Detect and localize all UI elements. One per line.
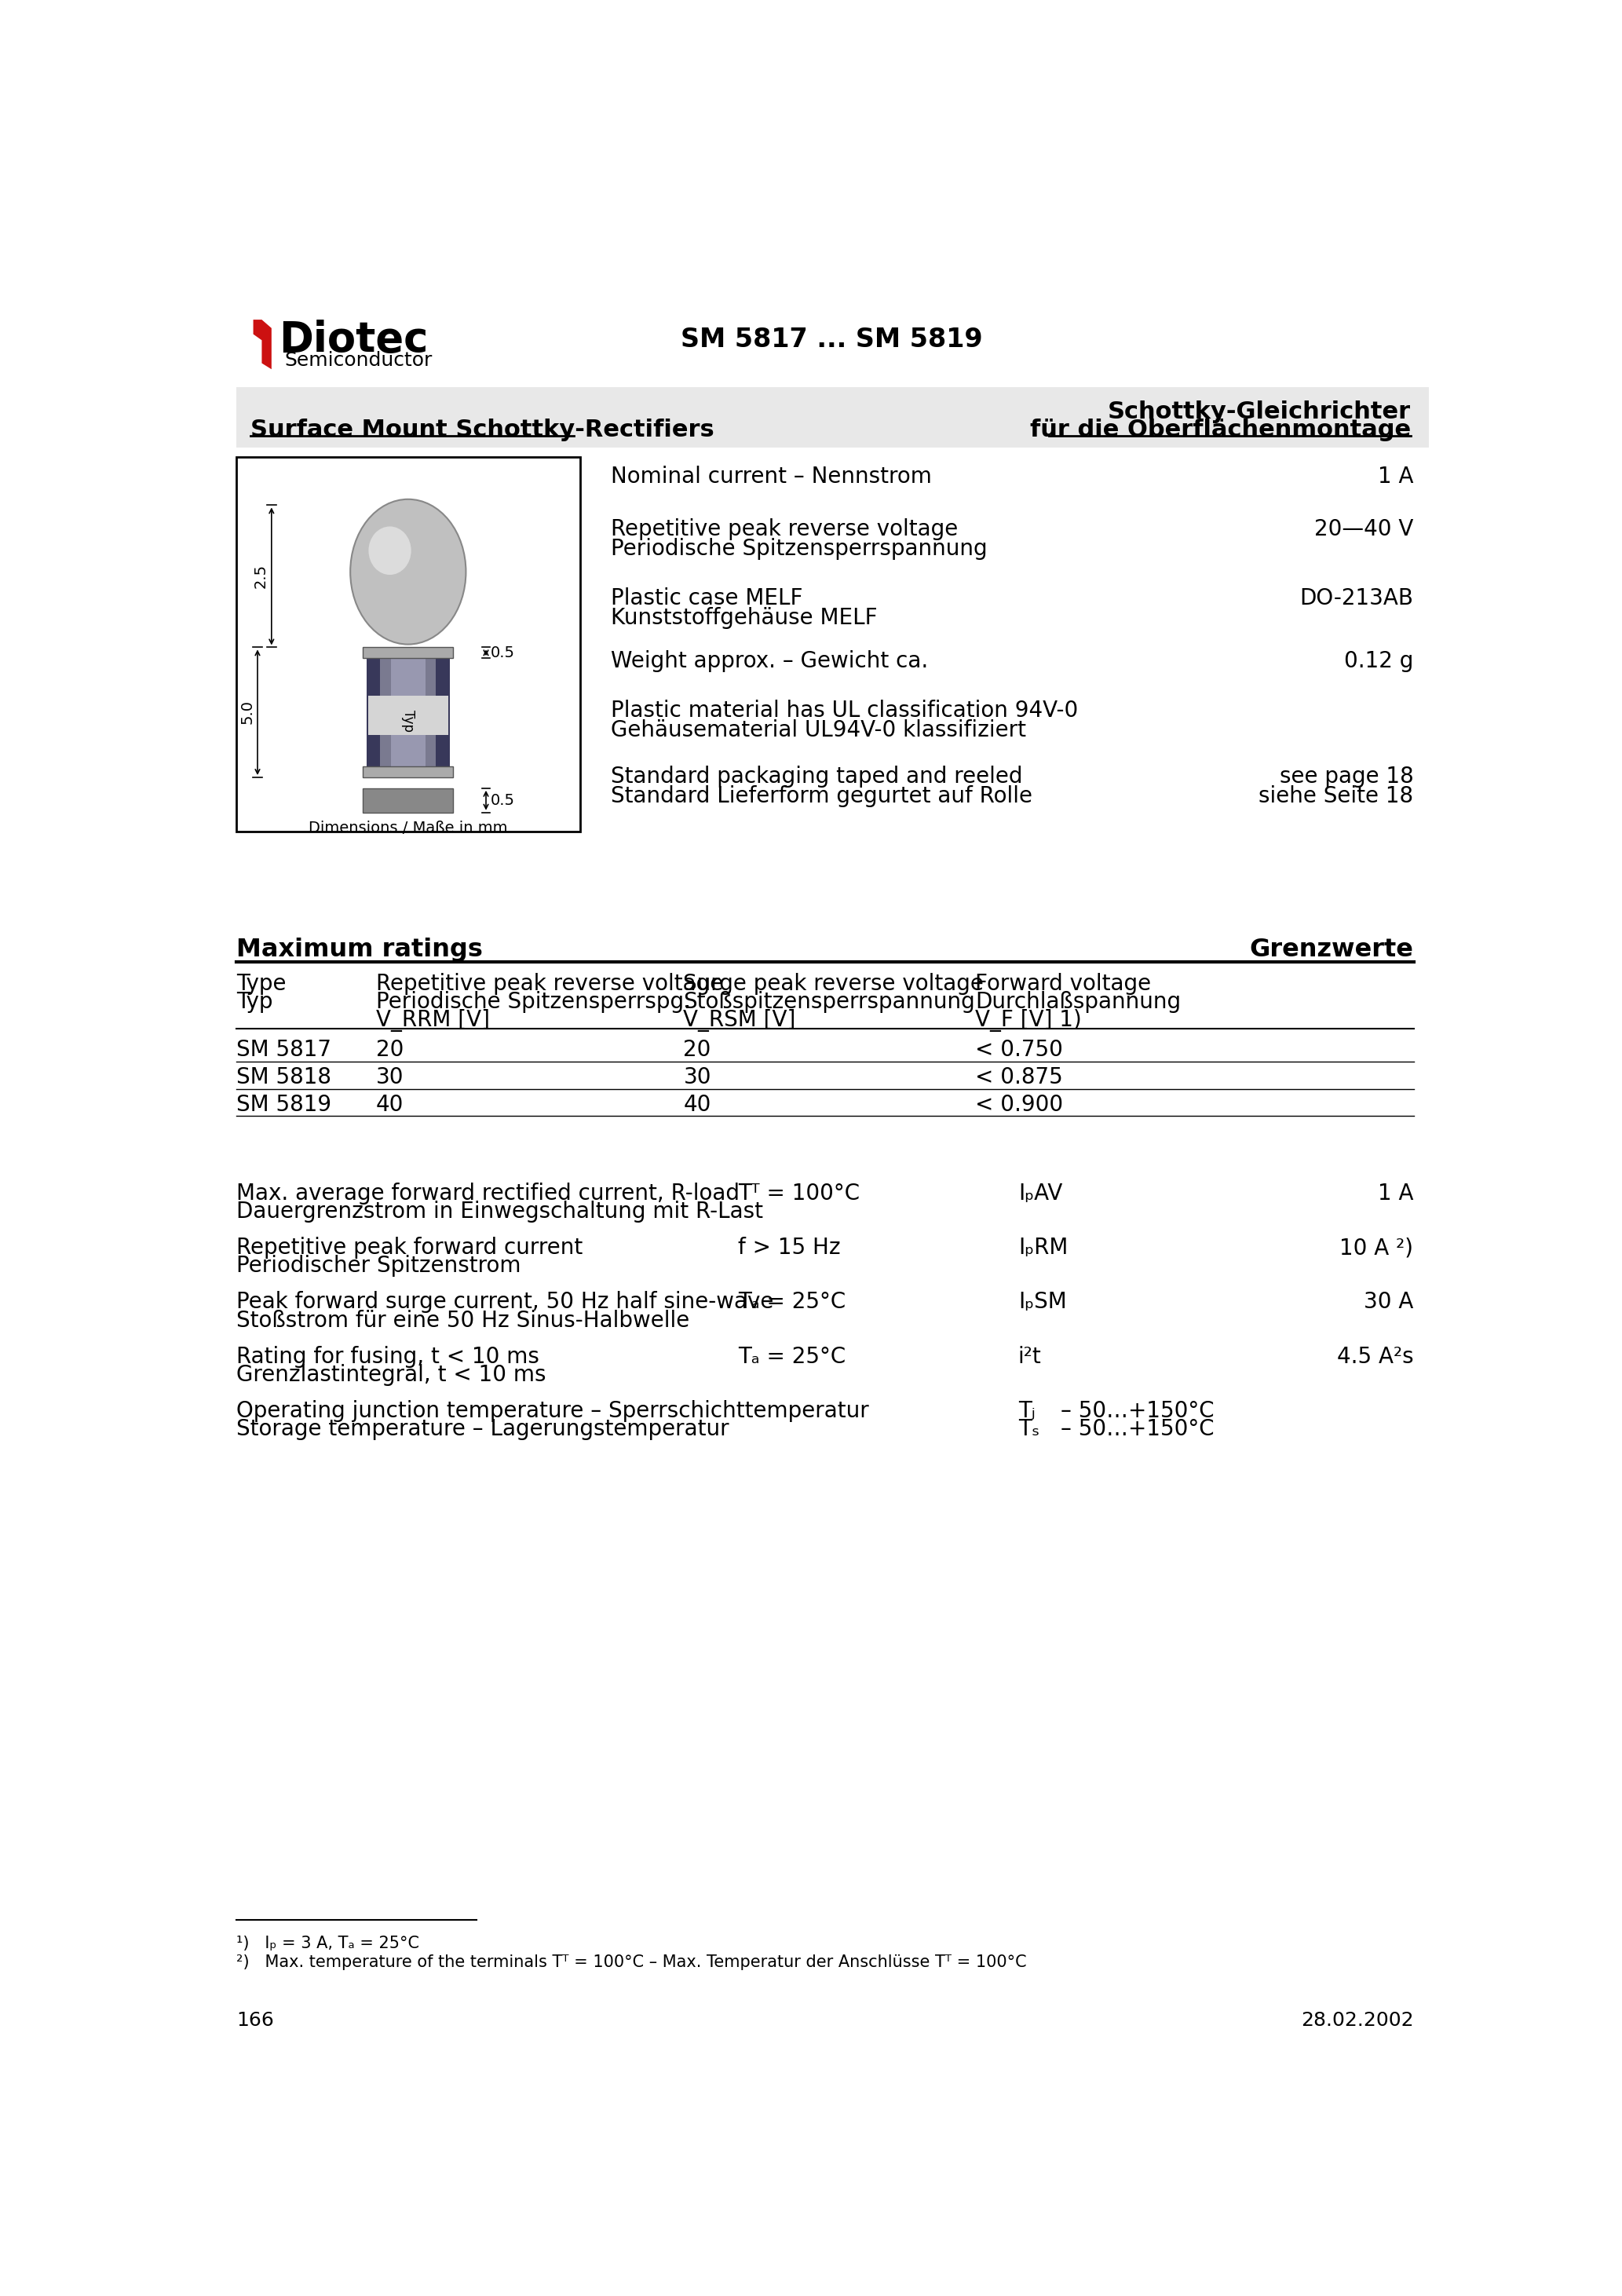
Polygon shape — [253, 319, 271, 370]
Text: Dimensions / Maße in mm: Dimensions / Maße in mm — [308, 822, 508, 836]
Text: 166: 166 — [237, 2011, 274, 2030]
Text: Repetitive peak reverse voltage: Repetitive peak reverse voltage — [376, 974, 723, 994]
Text: 4.5 A²s: 4.5 A²s — [1337, 1345, 1413, 1368]
Text: SM 5817 ... SM 5819: SM 5817 ... SM 5819 — [680, 326, 983, 354]
Text: 1 A: 1 A — [1377, 1182, 1413, 1205]
Text: Tₛ: Tₛ — [1019, 1419, 1040, 1440]
Text: IₚSM: IₚSM — [1019, 1290, 1067, 1313]
Ellipse shape — [350, 498, 466, 645]
Text: Weight approx. – Gewicht ca.: Weight approx. – Gewicht ca. — [610, 650, 928, 673]
Text: V_RRM [V]: V_RRM [V] — [376, 1008, 490, 1031]
Text: f > 15 Hz: f > 15 Hz — [738, 1238, 840, 1258]
Text: see page 18: see page 18 — [1280, 767, 1413, 788]
Text: V_F [V] 1): V_F [V] 1) — [975, 1008, 1082, 1031]
Bar — [237, 388, 1429, 448]
Text: i²t: i²t — [1019, 1345, 1041, 1368]
Text: 5.0: 5.0 — [240, 700, 255, 723]
Text: Plastic material has UL classification 94V-0: Plastic material has UL classification 9… — [610, 700, 1077, 721]
Text: Stoßstrom für eine 50 Hz Sinus-Halbwelle: Stoßstrom für eine 50 Hz Sinus-Halbwelle — [237, 1309, 689, 1332]
Text: Kunststoffgehäuse MELF: Kunststoffgehäuse MELF — [610, 606, 878, 629]
Text: Grenzlastintegral, t < 10 ms: Grenzlastintegral, t < 10 ms — [237, 1364, 547, 1387]
Text: Tⱼ: Tⱼ — [1019, 1401, 1035, 1421]
Text: Maximum ratings: Maximum ratings — [237, 937, 483, 962]
Text: Surge peak reverse voltage: Surge peak reverse voltage — [683, 974, 985, 994]
Text: Peak forward surge current, 50 Hz half sine-wave: Peak forward surge current, 50 Hz half s… — [237, 1290, 774, 1313]
Text: Semiconductor: Semiconductor — [285, 351, 433, 370]
Bar — [363, 647, 453, 659]
Text: Typ: Typ — [237, 992, 272, 1013]
Text: 28.02.2002: 28.02.2002 — [1301, 2011, 1413, 2030]
Text: Stoßspitzensperrspannung: Stoßspitzensperrspannung — [683, 992, 975, 1013]
Text: Typ: Typ — [401, 709, 415, 732]
Text: Max. average forward rectified current, R-load: Max. average forward rectified current, … — [237, 1182, 740, 1205]
Text: 40: 40 — [683, 1093, 710, 1116]
Text: Forward voltage: Forward voltage — [975, 974, 1152, 994]
Text: Periodischer Spitzenstrom: Periodischer Spitzenstrom — [237, 1256, 521, 1277]
Text: < 0.875: < 0.875 — [975, 1065, 1062, 1088]
Bar — [363, 767, 453, 778]
Text: Surface Mount Schottky-Rectifiers: Surface Mount Schottky-Rectifiers — [250, 418, 714, 441]
Text: – 50…+150°C: – 50…+150°C — [1061, 1419, 1215, 1440]
Text: Nominal current – Nennstrom: Nominal current – Nennstrom — [610, 466, 931, 489]
Text: Gehäusematerial UL94V-0 klassifiziert: Gehäusematerial UL94V-0 klassifiziert — [610, 719, 1025, 742]
Text: Schottky-Gleichrichter: Schottky-Gleichrichter — [1108, 402, 1411, 422]
Text: Standard packaging taped and reeled: Standard packaging taped and reeled — [610, 767, 1022, 788]
Text: Tₐ = 25°C: Tₐ = 25°C — [738, 1290, 847, 1313]
Text: < 0.900: < 0.900 — [975, 1093, 1064, 1116]
Text: < 0.750: < 0.750 — [975, 1040, 1064, 1061]
Text: IₚRM: IₚRM — [1019, 1238, 1067, 1258]
Bar — [367, 647, 449, 778]
Text: für die Oberflächenmontage: für die Oberflächenmontage — [1030, 418, 1411, 441]
Text: SM 5819: SM 5819 — [237, 1093, 331, 1116]
Bar — [380, 647, 436, 778]
Text: 0.5: 0.5 — [491, 792, 516, 808]
Text: – 50…+150°C: – 50…+150°C — [1061, 1401, 1215, 1421]
Text: Tᵀ = 100°C: Tᵀ = 100°C — [738, 1182, 860, 1205]
Text: 20: 20 — [683, 1040, 710, 1061]
Text: Dauergrenzstrom in Einwegschaltung mit R-Last: Dauergrenzstrom in Einwegschaltung mit R… — [237, 1201, 762, 1221]
Text: 30 A: 30 A — [1364, 1290, 1413, 1313]
Bar — [391, 647, 425, 778]
Text: Rating for fusing, t < 10 ms: Rating for fusing, t < 10 ms — [237, 1345, 539, 1368]
Text: 20—40 V: 20—40 V — [1314, 519, 1413, 540]
Text: 20: 20 — [376, 1040, 404, 1061]
Text: 2.5: 2.5 — [253, 565, 269, 588]
Text: Storage temperature – Lagerungstemperatur: Storage temperature – Lagerungstemperatu… — [237, 1419, 728, 1440]
Text: SM 5817: SM 5817 — [237, 1040, 331, 1061]
Text: Plastic case MELF: Plastic case MELF — [610, 588, 803, 608]
Text: ²)   Max. temperature of the terminals Tᵀ = 100°C – Max. Temperatur der Anschlüs: ²) Max. temperature of the terminals Tᵀ … — [237, 1954, 1027, 1970]
Text: Diotec: Diotec — [279, 319, 428, 360]
Text: Standard Lieferform gegurtet auf Rolle: Standard Lieferform gegurtet auf Rolle — [610, 785, 1032, 808]
Text: Periodische Spitzensperrspannung: Periodische Spitzensperrspannung — [610, 537, 986, 560]
Text: Repetitive peak forward current: Repetitive peak forward current — [237, 1238, 582, 1258]
Text: 1 A: 1 A — [1377, 466, 1413, 489]
Text: siehe Seite 18: siehe Seite 18 — [1259, 785, 1413, 808]
Text: Operating junction temperature – Sperrschichttemperatur: Operating junction temperature – Sperrsc… — [237, 1401, 869, 1421]
Text: 0.12 g: 0.12 g — [1345, 650, 1413, 673]
Text: DO-213AB: DO-213AB — [1299, 588, 1413, 608]
Text: Grenzwerte: Grenzwerte — [1249, 937, 1413, 962]
Text: 40: 40 — [376, 1093, 404, 1116]
Text: 10 A ²): 10 A ²) — [1340, 1238, 1413, 1258]
Text: Periodische Spitzensperrspg.: Periodische Spitzensperrspg. — [376, 992, 691, 1013]
Text: Type: Type — [237, 974, 285, 994]
Text: 30: 30 — [376, 1065, 404, 1088]
Text: V_RSM [V]: V_RSM [V] — [683, 1008, 796, 1031]
Text: Tₐ = 25°C: Tₐ = 25°C — [738, 1345, 847, 1368]
Bar — [363, 788, 453, 813]
Text: Repetitive peak reverse voltage: Repetitive peak reverse voltage — [610, 519, 957, 540]
Text: Durchlaßspannung: Durchlaßspannung — [975, 992, 1181, 1013]
Text: 30: 30 — [683, 1065, 712, 1088]
Text: ¹)   Iₚ = 3 A, Tₐ = 25°C: ¹) Iₚ = 3 A, Tₐ = 25°C — [237, 1936, 418, 1952]
Text: SM 5818: SM 5818 — [237, 1065, 331, 1088]
Bar — [237, 457, 581, 831]
Text: 0.5: 0.5 — [491, 645, 516, 661]
Text: IₚAV: IₚAV — [1019, 1182, 1062, 1205]
Ellipse shape — [368, 526, 410, 574]
Bar — [368, 696, 448, 735]
